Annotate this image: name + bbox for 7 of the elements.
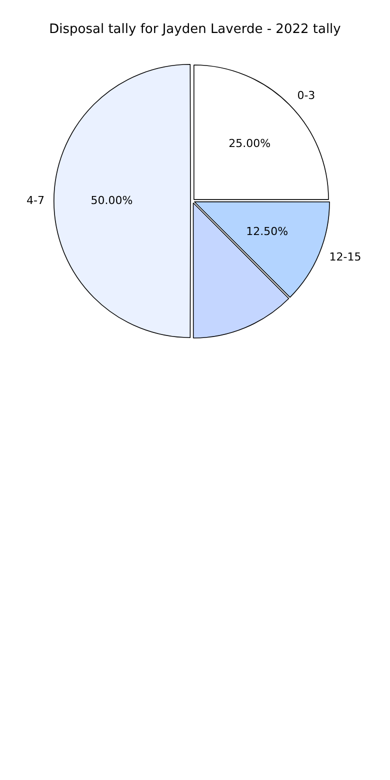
data-label: 50.00% <box>90 194 133 207</box>
slice-label: 12-15 <box>329 250 362 264</box>
chart-title: Disposal tally for Jayden Laverde - 2022 tally <box>48 22 342 37</box>
slice-label: 0-3 <box>297 89 316 102</box>
data-label: 12.50% <box>246 224 288 238</box>
slice-label: 4-7 <box>26 194 44 207</box>
data-label: 25.00% <box>228 136 271 150</box>
